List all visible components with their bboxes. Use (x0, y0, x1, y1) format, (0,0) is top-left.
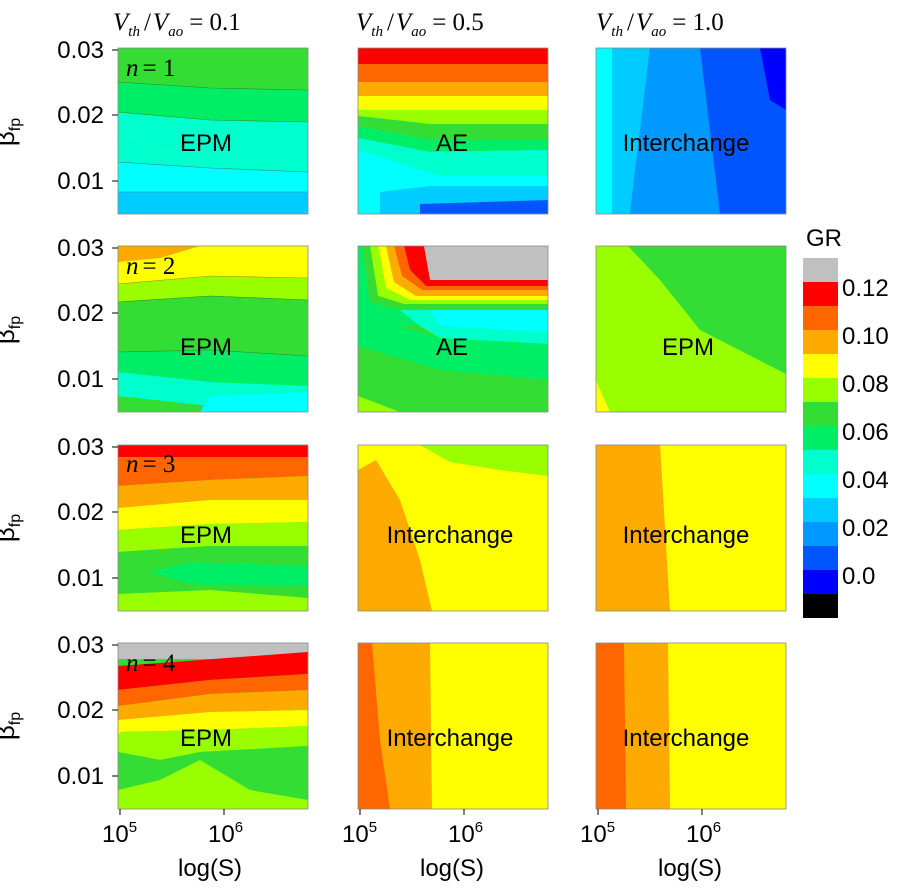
panel-label-r1c3: Interchange (623, 130, 750, 157)
y-tick-label: 0.03 (57, 235, 104, 262)
colorbar-swatch (803, 594, 838, 618)
panel-frame (357, 444, 549, 612)
colorbar-swatch (803, 474, 838, 498)
col-title-1: Vth/Vao = 0.1 (113, 9, 241, 40)
x-tick-label: 105 (342, 819, 377, 848)
panel-frame (357, 47, 549, 215)
row-label-4: n = 4 (126, 650, 176, 677)
panel-r3-c2 (358, 445, 548, 611)
colorbar-swatch (803, 522, 838, 546)
panel-r1-c2 (358, 48, 548, 214)
x-tick-label: 106 (686, 819, 721, 848)
colorbar-swatch (803, 426, 838, 450)
panel-r4-c3 (596, 643, 786, 809)
colorbar-swatch (803, 570, 838, 594)
y-label-row-3: βfp (0, 514, 24, 542)
colorbar-swatch (803, 378, 838, 402)
panel-frame (595, 642, 787, 810)
colorbar-swatch (803, 306, 838, 330)
y-axis-row-1: βfp 0.03 0.02 0.01 (0, 37, 104, 195)
colorbar-level: 0.12 (842, 275, 889, 302)
colorbar-title: GR (806, 225, 842, 252)
panel-label-r2c3: EPM (662, 334, 714, 361)
x-axis-label: log(S) (420, 855, 484, 882)
panel-label-r2c2: AE (436, 334, 468, 361)
col-title-2: Vth/Vao = 0.5 (356, 9, 484, 40)
panel-label-r3c1: EPM (180, 522, 232, 549)
y-tick-label: 0.01 (57, 366, 104, 393)
colorbar-swatch (803, 402, 838, 426)
colorbar-level: 0.04 (842, 467, 889, 494)
row-label-2: n = 2 (126, 253, 175, 280)
y-tick-label: 0.03 (57, 434, 104, 461)
panel-label-r3c3: Interchange (623, 522, 750, 549)
colorbar-swatch (803, 546, 838, 570)
panel-frame (357, 245, 549, 413)
panel-r3-c3 (596, 445, 786, 611)
panel-r2-c1 (118, 246, 308, 412)
panel-r3-c1 (118, 445, 308, 611)
colorbar-level: 0.02 (842, 515, 889, 542)
panel-label-r4c1: EPM (180, 725, 232, 752)
colorbar-swatch (803, 450, 838, 474)
y-axis-row-4: βfp 0.03 0.02 0.01 (0, 632, 104, 790)
panel-r1-c1 (118, 48, 308, 214)
y-tick-label: 0.03 (57, 632, 104, 659)
panel-frame (117, 642, 309, 810)
y-tick-label: 0.03 (57, 37, 104, 64)
colorbar-level: 0.10 (842, 323, 889, 350)
y-axis-row-3: βfp 0.03 0.02 0.01 (0, 434, 104, 592)
panel-frames (112, 47, 787, 815)
x-tick-label: 105 (102, 819, 137, 848)
y-tick-label: 0.02 (57, 697, 104, 724)
colorbar-level: 0.06 (842, 419, 889, 446)
panel-label-r3c2: Interchange (387, 522, 514, 549)
panel-r1-c3 (596, 48, 786, 214)
panel-r2-c2 (358, 246, 548, 412)
colorbar-level: 0.08 (842, 371, 889, 398)
colorbar-swatch (803, 354, 838, 378)
panel-frame (357, 642, 549, 810)
y-tick-label: 0.01 (57, 168, 104, 195)
row-label-1: n = 1 (126, 55, 175, 82)
panel-label-r1c2: AE (436, 130, 468, 157)
x-tick-label: 106 (208, 819, 243, 848)
panel-r2-c3 (596, 246, 786, 412)
col-title-3: Vth/Vao = 1.0 (596, 9, 724, 40)
colorbar-swatch (803, 258, 838, 282)
y-tick-label: 0.02 (57, 102, 104, 129)
y-label-row-4: βfp (0, 712, 24, 740)
colorbar: GR 0.12 0.10 0.08 0.06 0.04 0.02 0.0 (803, 225, 889, 618)
colorbar-swatch (803, 330, 838, 354)
panel-frame (117, 444, 309, 612)
y-tick-label: 0.01 (57, 565, 104, 592)
y-label-row-1: βfp (0, 118, 24, 146)
x-tick-label: 106 (448, 819, 483, 848)
colorbar-swatch (803, 498, 838, 522)
y-axis-row-2: βfp 0.03 0.02 0.01 (0, 235, 104, 393)
x-axis-label: log(S) (658, 855, 722, 882)
panel-label-r2c1: EPM (180, 334, 232, 361)
x-axis-label: log(S) (178, 855, 242, 882)
row-label-3: n = 3 (126, 451, 175, 478)
y-tick-label: 0.01 (57, 763, 104, 790)
colorbar-level: 0.0 (842, 563, 875, 590)
colorbar-swatch (803, 282, 838, 306)
y-tick-label: 0.02 (57, 499, 104, 526)
panel-frame (595, 245, 787, 413)
panel-label-r4c2: Interchange (387, 725, 514, 752)
x-tick-label: 105 (580, 819, 615, 848)
panel-label-r4c3: Interchange (623, 725, 750, 752)
panel-frame (117, 47, 309, 215)
panel-r4-c1 (118, 643, 308, 809)
panel-r4-c2 (358, 643, 548, 809)
y-tick-label: 0.02 (57, 300, 104, 327)
panel-frame (595, 47, 787, 215)
panel-label-r1c1: EPM (180, 130, 232, 157)
y-label-row-2: βfp (0, 316, 24, 344)
panel-frame (117, 245, 309, 413)
panel-frame (595, 444, 787, 612)
